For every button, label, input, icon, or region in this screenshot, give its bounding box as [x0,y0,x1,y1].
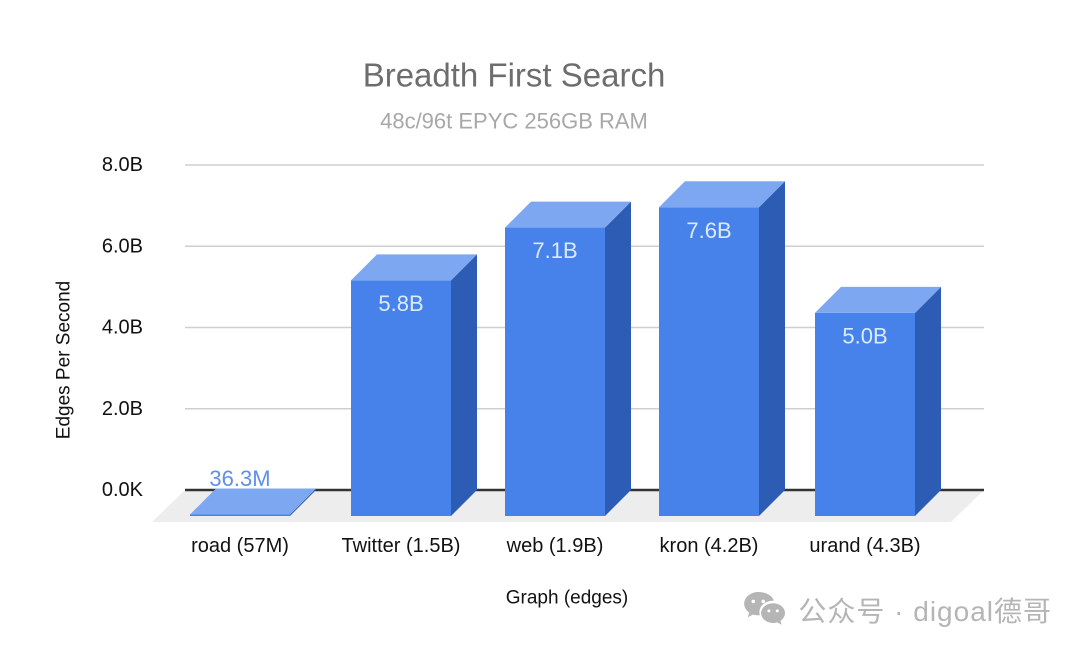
bar-side-face [915,286,941,516]
x-category-label: road (57M) [191,535,289,557]
wechat-icon [744,592,786,625]
bar-top-face [351,254,477,281]
bar-front-face [815,312,915,516]
bar-value-label: 36.3M [209,466,270,491]
chart-title: Breadth First Search [363,57,666,94]
y-tick-label: 4.0B [102,317,143,339]
watermark: 公众号 · digoal德哥 [742,590,1052,630]
plot-area: 0.0K 2.0B 4.0B 6.0B 8.0B 36.3M road (57M) 5.8B T… [102,154,984,557]
bar-side-face [290,488,316,516]
bar-front-face [505,227,605,516]
x-category-label: web (1.9B) [506,535,604,557]
y-tick-label: 2.0B [102,398,143,420]
bar-side-face [759,181,785,516]
bar-top-face [659,181,785,208]
bar-top-face [505,201,631,228]
bar-front-face [190,514,290,516]
bar-value-label: 7.6B [686,218,731,243]
bar-value-label: 7.1B [532,238,577,263]
watermark-text: 公众号 · digoal德哥 [798,596,1052,627]
bar-top-face [190,488,316,515]
bar-side-face [451,254,477,516]
bar-front-face [659,207,759,516]
bar-front-face [351,280,451,516]
y-axis-title: Edges Per Second [54,281,75,439]
x-category-label: urand (4.3B) [809,535,920,557]
bar-top-face [815,286,941,313]
bar-value-label: 5.8B [378,291,423,316]
bar-value-label: 5.0B [842,323,887,348]
x-axis-title: Graph (edges) [506,588,629,609]
y-tick-label: 8.0B [102,154,143,176]
y-tick-label: 6.0B [102,235,143,257]
x-category-label: Twitter (1.5B) [342,535,461,557]
x-category-label: kron (4.2B) [660,535,759,557]
y-tick-label: 0.0K [102,479,144,501]
chart-subtitle: 48c/96t EPYC 256GB RAM [380,109,648,134]
bar-side-face [605,201,631,516]
